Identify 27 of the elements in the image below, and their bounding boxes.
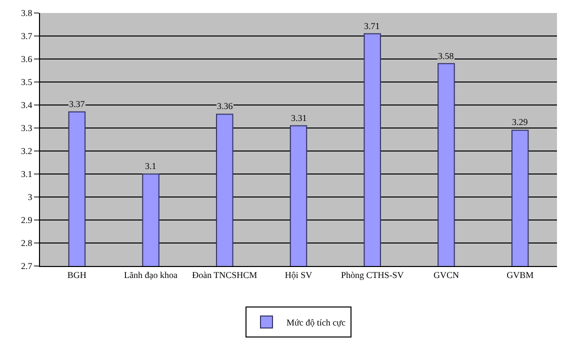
y-tick-label: 3.5 — [20, 77, 33, 88]
y-tick-label: 3.4 — [20, 100, 33, 110]
x-tick-label: BGH — [67, 270, 87, 280]
y-tick-label: 3.6 — [20, 54, 33, 64]
y-tick-label: 3.8 — [20, 8, 33, 18]
legend-label: Mức độ tích cực — [286, 317, 346, 328]
y-tick-label: 2.9 — [20, 215, 33, 226]
data-label: 3.29 — [512, 117, 528, 127]
x-tick-label: GVCN — [433, 270, 460, 280]
y-tick-label: 3.2 — [20, 146, 32, 156]
y-tick-label: 2.8 — [20, 238, 33, 248]
x-tick-label: GVBM — [506, 270, 534, 280]
data-label: 3.1 — [145, 161, 156, 171]
x-tick-label: Lãnh đạo khoa — [124, 270, 178, 280]
data-label: 3.36 — [217, 101, 234, 111]
data-label: 3.71 — [364, 21, 380, 31]
data-label: 3.31 — [291, 113, 307, 123]
y-tick-label: 2.7 — [20, 261, 33, 272]
data-label: 3.58 — [438, 51, 454, 61]
x-tick-label: Đoàn TNCSHCM — [192, 270, 258, 280]
y-tick-label: 3 — [28, 192, 33, 202]
y-tick-label: 3.7 — [20, 31, 33, 42]
y-tick-label: 3.3 — [20, 123, 33, 134]
x-tick-label: Phòng CTHS-SV — [340, 270, 404, 280]
y-tick-label: 3.1 — [20, 169, 32, 180]
data-label: 3.37 — [69, 99, 86, 109]
x-tick-label: Hội SV — [284, 270, 313, 280]
